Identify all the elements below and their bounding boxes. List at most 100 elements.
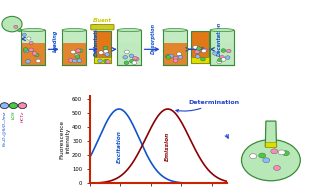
Circle shape: [32, 52, 37, 55]
Circle shape: [123, 55, 128, 59]
Text: Loading: Loading: [53, 29, 57, 52]
FancyBboxPatch shape: [91, 25, 114, 30]
Circle shape: [104, 50, 108, 53]
Text: Desorption: Desorption: [151, 23, 156, 54]
Circle shape: [242, 140, 300, 181]
Polygon shape: [62, 43, 86, 65]
Circle shape: [132, 61, 137, 64]
Circle shape: [221, 58, 226, 61]
Circle shape: [75, 55, 80, 58]
Circle shape: [282, 151, 289, 156]
Circle shape: [78, 49, 83, 53]
Ellipse shape: [62, 29, 86, 32]
Polygon shape: [62, 30, 86, 43]
Ellipse shape: [117, 29, 141, 32]
Circle shape: [105, 53, 110, 56]
Text: HCTz: HCTz: [20, 111, 25, 122]
Circle shape: [271, 149, 278, 154]
Text: Fe₃O₄@SiO₂-Imz: Fe₃O₄@SiO₂-Imz: [3, 111, 7, 146]
Circle shape: [203, 48, 207, 52]
Polygon shape: [191, 57, 209, 63]
Circle shape: [201, 57, 205, 61]
Circle shape: [178, 56, 183, 59]
Circle shape: [29, 48, 33, 52]
Polygon shape: [94, 31, 111, 63]
Polygon shape: [117, 30, 141, 43]
Circle shape: [169, 54, 173, 58]
Text: Determination: Determination: [176, 100, 240, 112]
Circle shape: [273, 166, 280, 170]
Circle shape: [25, 60, 30, 64]
Circle shape: [14, 25, 18, 28]
Polygon shape: [210, 30, 234, 43]
Circle shape: [103, 46, 108, 50]
Circle shape: [124, 61, 129, 65]
Circle shape: [249, 154, 257, 159]
Polygon shape: [21, 30, 45, 43]
Circle shape: [9, 103, 18, 108]
Circle shape: [196, 50, 200, 53]
Circle shape: [22, 33, 26, 36]
Circle shape: [165, 54, 170, 58]
Circle shape: [278, 150, 285, 155]
Circle shape: [213, 52, 217, 55]
Text: LOS: LOS: [11, 111, 15, 119]
Text: Decantation: Decantation: [94, 22, 99, 56]
Polygon shape: [21, 43, 45, 65]
Circle shape: [18, 29, 22, 32]
Circle shape: [202, 49, 206, 53]
Circle shape: [24, 49, 29, 53]
Text: Eluent: Eluent: [93, 19, 112, 23]
Circle shape: [23, 48, 28, 51]
Circle shape: [72, 59, 77, 63]
Text: Decantation: Decantation: [217, 22, 222, 56]
Circle shape: [36, 59, 41, 63]
Circle shape: [26, 60, 31, 63]
Circle shape: [217, 60, 221, 64]
Circle shape: [69, 59, 73, 62]
Circle shape: [197, 47, 201, 50]
Circle shape: [167, 55, 172, 58]
Ellipse shape: [21, 29, 45, 32]
Circle shape: [263, 158, 270, 163]
Polygon shape: [265, 121, 277, 147]
Circle shape: [259, 153, 266, 158]
Polygon shape: [163, 43, 186, 65]
Circle shape: [218, 58, 222, 62]
Ellipse shape: [210, 29, 234, 32]
Circle shape: [18, 103, 27, 108]
Circle shape: [221, 49, 226, 52]
Circle shape: [195, 50, 199, 53]
Circle shape: [133, 56, 137, 60]
Circle shape: [76, 49, 81, 52]
Polygon shape: [210, 43, 234, 65]
Polygon shape: [163, 30, 186, 43]
Polygon shape: [94, 57, 111, 63]
Circle shape: [195, 55, 200, 58]
Circle shape: [124, 50, 129, 54]
Circle shape: [29, 41, 33, 44]
Circle shape: [166, 56, 171, 59]
Circle shape: [106, 60, 110, 63]
Circle shape: [173, 59, 178, 63]
Circle shape: [129, 54, 134, 58]
Circle shape: [220, 56, 224, 59]
Circle shape: [225, 56, 230, 59]
Circle shape: [173, 56, 178, 60]
Text: Excitation: Excitation: [117, 130, 122, 163]
Circle shape: [193, 45, 198, 49]
Circle shape: [226, 49, 231, 53]
Circle shape: [34, 53, 39, 57]
Ellipse shape: [163, 29, 187, 32]
Circle shape: [102, 51, 107, 55]
Circle shape: [71, 50, 76, 54]
Text: Emission: Emission: [165, 132, 170, 161]
Circle shape: [0, 103, 9, 108]
Y-axis label: Fluorescence
intensity: Fluorescence intensity: [60, 120, 71, 160]
Polygon shape: [117, 43, 141, 65]
Circle shape: [134, 57, 139, 61]
Polygon shape: [191, 31, 209, 63]
Circle shape: [27, 37, 31, 40]
Circle shape: [98, 59, 102, 63]
Circle shape: [177, 52, 181, 56]
